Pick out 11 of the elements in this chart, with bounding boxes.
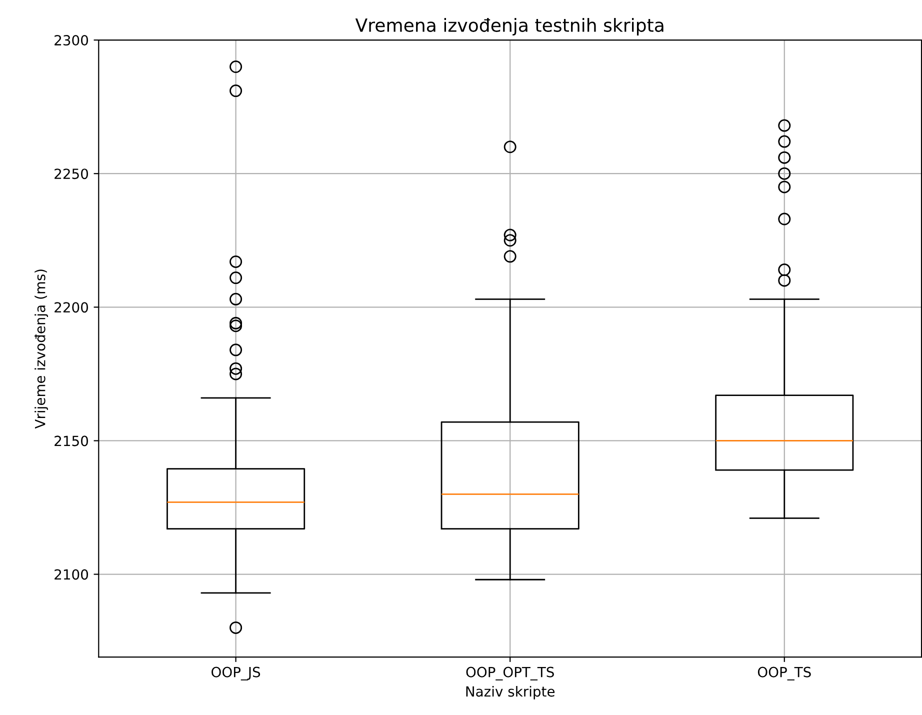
- y-tick-label: 2150: [54, 436, 88, 446]
- x-tick-label: OOP_TS: [758, 666, 811, 680]
- y-tick-label: 2200: [54, 302, 88, 313]
- x-axis-title: Naziv skripte: [466, 686, 555, 700]
- chart-title: Vremena izvođenja testnih skripta: [355, 18, 664, 36]
- y-tick-label: 2300: [54, 35, 88, 46]
- y-tick-label: 2100: [54, 569, 88, 580]
- y-tick-label: 2250: [54, 168, 88, 180]
- x-tick-label: OOP_JS: [212, 666, 260, 680]
- y-axis-title: Vrijeme izvođenja (ms): [34, 270, 48, 429]
- x-tick-label: OOP_OPT_TS: [466, 666, 554, 680]
